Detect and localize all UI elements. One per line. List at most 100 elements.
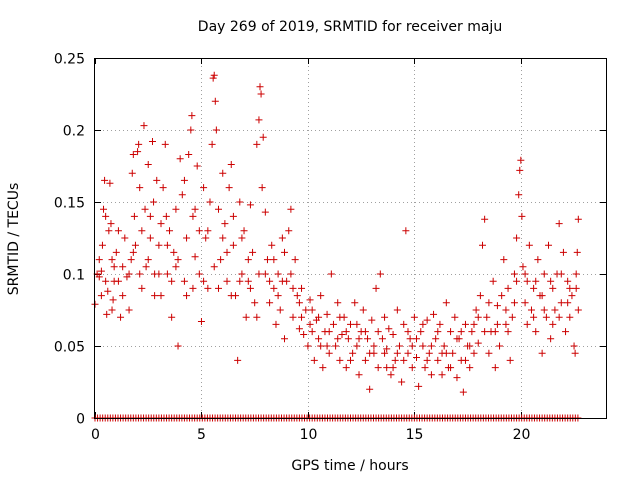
data-point bbox=[470, 349, 478, 357]
data-point bbox=[208, 140, 216, 148]
data-point bbox=[197, 318, 205, 326]
data-point bbox=[413, 335, 421, 343]
data-point bbox=[206, 198, 214, 206]
data-point bbox=[114, 227, 122, 235]
y-axis-label: SRMTID / TECUs bbox=[6, 183, 22, 296]
data-point bbox=[361, 356, 369, 364]
data-point bbox=[257, 90, 265, 98]
data-point bbox=[555, 220, 563, 228]
data-point bbox=[263, 256, 271, 264]
data-point bbox=[419, 342, 427, 350]
data-point bbox=[136, 270, 144, 278]
data-point bbox=[479, 241, 487, 249]
data-point bbox=[317, 292, 325, 300]
data-point bbox=[485, 299, 493, 307]
data-point bbox=[210, 263, 218, 271]
data-point bbox=[323, 310, 331, 318]
data-point bbox=[302, 306, 310, 314]
data-point bbox=[200, 184, 208, 192]
data-point bbox=[493, 320, 501, 328]
data-point bbox=[374, 364, 382, 372]
data-point bbox=[521, 299, 529, 307]
x-tick-label: 15 bbox=[406, 427, 424, 443]
data-point bbox=[251, 299, 259, 307]
data-point bbox=[415, 382, 423, 390]
data-point bbox=[209, 74, 217, 82]
data-point bbox=[483, 313, 491, 321]
data-point bbox=[408, 364, 416, 372]
data-point bbox=[278, 234, 286, 242]
data-point bbox=[240, 227, 248, 235]
data-point bbox=[516, 166, 524, 174]
data-point bbox=[355, 371, 363, 379]
data-point bbox=[174, 256, 182, 264]
data-point bbox=[144, 161, 152, 169]
data-point bbox=[102, 212, 110, 220]
x-tick-label: 5 bbox=[197, 427, 206, 443]
data-point bbox=[270, 256, 278, 264]
data-point bbox=[210, 71, 218, 79]
data-point bbox=[109, 296, 117, 304]
data-point bbox=[223, 277, 231, 285]
data-point bbox=[551, 306, 559, 314]
data-point bbox=[246, 201, 254, 209]
data-point bbox=[342, 328, 350, 336]
data-point bbox=[280, 335, 288, 343]
data-point bbox=[336, 313, 344, 321]
data-point bbox=[191, 205, 199, 213]
data-point bbox=[108, 306, 116, 314]
data-point bbox=[103, 310, 111, 318]
data-point bbox=[364, 335, 372, 343]
data-point bbox=[461, 356, 469, 364]
data-point bbox=[114, 277, 122, 285]
data-point bbox=[285, 227, 293, 235]
data-point bbox=[219, 234, 227, 242]
data-point bbox=[131, 241, 139, 249]
data-point bbox=[291, 256, 299, 264]
data-point bbox=[108, 256, 116, 264]
data-point bbox=[525, 241, 533, 249]
data-point bbox=[141, 205, 149, 213]
data-point bbox=[276, 306, 284, 314]
data-point bbox=[298, 313, 306, 321]
data-point bbox=[136, 184, 144, 192]
data-point bbox=[163, 270, 171, 278]
data-point bbox=[545, 241, 553, 249]
data-point bbox=[178, 191, 186, 199]
data-point bbox=[557, 299, 565, 307]
data-point bbox=[474, 313, 482, 321]
data-point bbox=[442, 299, 450, 307]
data-point bbox=[129, 150, 137, 158]
data-point bbox=[498, 292, 506, 300]
data-point bbox=[308, 328, 316, 336]
data-point bbox=[549, 284, 557, 292]
data-point bbox=[272, 320, 280, 328]
data-point bbox=[353, 342, 361, 350]
data-point bbox=[370, 342, 378, 350]
grid-lines bbox=[95, 58, 606, 418]
data-point bbox=[221, 220, 229, 228]
data-point bbox=[568, 292, 576, 300]
data-point bbox=[183, 292, 191, 300]
data-point bbox=[374, 328, 382, 336]
data-point bbox=[447, 364, 455, 372]
data-point bbox=[200, 277, 208, 285]
data-point bbox=[185, 150, 193, 158]
data-point bbox=[481, 215, 489, 223]
data-point bbox=[191, 253, 199, 261]
data-point bbox=[253, 313, 261, 321]
data-point bbox=[266, 277, 274, 285]
data-point bbox=[419, 320, 427, 328]
data-point bbox=[517, 156, 525, 164]
data-point bbox=[125, 306, 133, 314]
data-point bbox=[97, 292, 105, 300]
data-point bbox=[566, 284, 574, 292]
data-point bbox=[142, 263, 150, 271]
data-point bbox=[121, 234, 129, 242]
data-point bbox=[287, 205, 295, 213]
data-point bbox=[347, 356, 354, 364]
data-point bbox=[274, 292, 282, 300]
data-point bbox=[189, 284, 197, 292]
data-point bbox=[97, 267, 105, 275]
